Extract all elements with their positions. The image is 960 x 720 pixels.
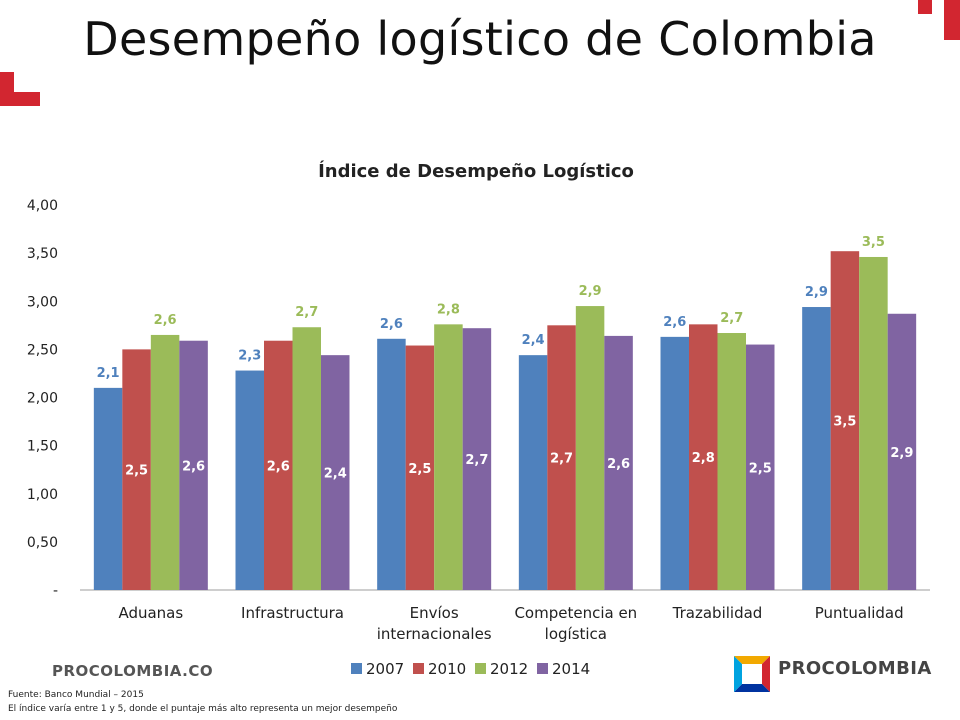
corner-bracket-right-top-icon [918,0,960,40]
x-category-label: Puntualidad [815,604,904,622]
bar-2007 [518,355,548,590]
legend-swatch-2010 [413,663,424,674]
y-tick-label: - [53,583,58,599]
footnote-scale-note: El índice varía entre 1 y 5, donde el pu… [8,704,398,714]
bar-2012 [150,334,180,590]
bar-2012 [292,327,321,590]
x-category-label: logística [545,625,607,643]
bar-2007 [377,338,406,590]
brand-logo-text: PROCOLOMBIA [778,658,932,679]
y-tick-label: 4,00 [27,198,58,214]
x-category-label: Trazabilidad [672,604,763,622]
bar-2014 [462,328,492,590]
bar-2007 [93,387,123,590]
data-label-2010: 2,5 [408,462,431,477]
bar-2014 [179,340,208,590]
data-label-2014: 2,9 [890,446,913,461]
y-tick-label: 2,00 [27,391,58,407]
x-category-label: internacionales [377,625,492,643]
legend-swatch-2014 [537,663,548,674]
chart-title: Índice de Desempeño Logístico [318,160,634,182]
bar-2012 [575,306,605,590]
data-label-2010: 2,6 [267,459,290,474]
bar-2010 [122,349,151,590]
legend-label-2007: 2007 [366,660,404,678]
bar-2012 [859,256,888,590]
brand-website-label: PROCOLOMBIA.CO [52,662,214,680]
slide-title: Desempeño logístico de Colombia [83,12,877,66]
chart-plot-area: Índice de Desempeño Logístico - 0,50 1,00 1,… [27,160,930,678]
bar-2007 [660,336,689,590]
bar-2014 [746,344,775,590]
y-tick-label: 0,50 [27,535,58,551]
data-label-2014: 2,7 [465,453,488,468]
bar-2012 [434,324,463,590]
legend-label-2010: 2010 [428,660,466,678]
procolombia-logo-icon [734,656,770,692]
bar-2010 [689,324,718,590]
data-label-2007: 2,6 [663,315,686,330]
bar-2010 [405,345,435,590]
bar-2012 [717,333,746,590]
data-label-2010: 2,8 [692,451,715,466]
y-tick-label: 1,50 [27,439,58,455]
y-tick-label: 2,50 [27,342,58,358]
data-label-2014: 2,6 [607,457,630,472]
x-category-label: Competencia en [514,604,637,622]
legend-label-2012: 2012 [490,660,528,678]
data-label-2012: 2,7 [295,305,318,320]
bar-2007 [235,370,264,590]
data-label-2010: 2,5 [125,464,148,479]
data-label-2012: 2,6 [154,313,177,328]
bar-2014 [321,355,350,590]
data-label-2014: 2,4 [324,467,347,482]
x-category-label: Infrastructura [241,604,344,622]
data-label-2007: 2,6 [380,317,403,332]
data-label-2007: 2,4 [522,333,545,348]
y-tick-label: 1,00 [27,487,58,503]
data-label-2007: 2,3 [238,349,261,364]
footnote-source: Fuente: Banco Mundial – 2015 [8,690,144,700]
data-label-2012: 2,7 [720,311,743,326]
legend-swatch-2007 [351,663,362,674]
x-category-label: Envíos [410,604,459,622]
data-label-2012: 3,5 [862,235,885,250]
legend-label-2014: 2014 [552,660,590,678]
x-category-label: Aduanas [118,604,183,622]
bar-2010 [264,340,293,590]
data-label-2012: 2,8 [437,302,460,317]
data-label-2014: 2,6 [182,459,205,474]
data-label-2012: 2,9 [579,284,602,299]
bar-2014 [604,335,633,590]
data-label-2010: 2,7 [550,452,573,467]
bar-2010 [830,251,860,590]
legend-swatch-2012 [475,663,486,674]
bar-2014 [887,313,917,590]
y-tick-label: 3,00 [27,294,58,310]
data-label-2007: 2,9 [805,285,828,300]
y-tick-label: 3,50 [27,246,58,262]
data-label-2007: 2,1 [97,366,120,381]
corner-bracket-left-icon [0,72,40,106]
bar-2010 [547,325,576,590]
bar-2007 [802,307,831,590]
data-label-2010: 3,5 [833,415,856,430]
data-label-2014: 2,5 [749,461,772,476]
